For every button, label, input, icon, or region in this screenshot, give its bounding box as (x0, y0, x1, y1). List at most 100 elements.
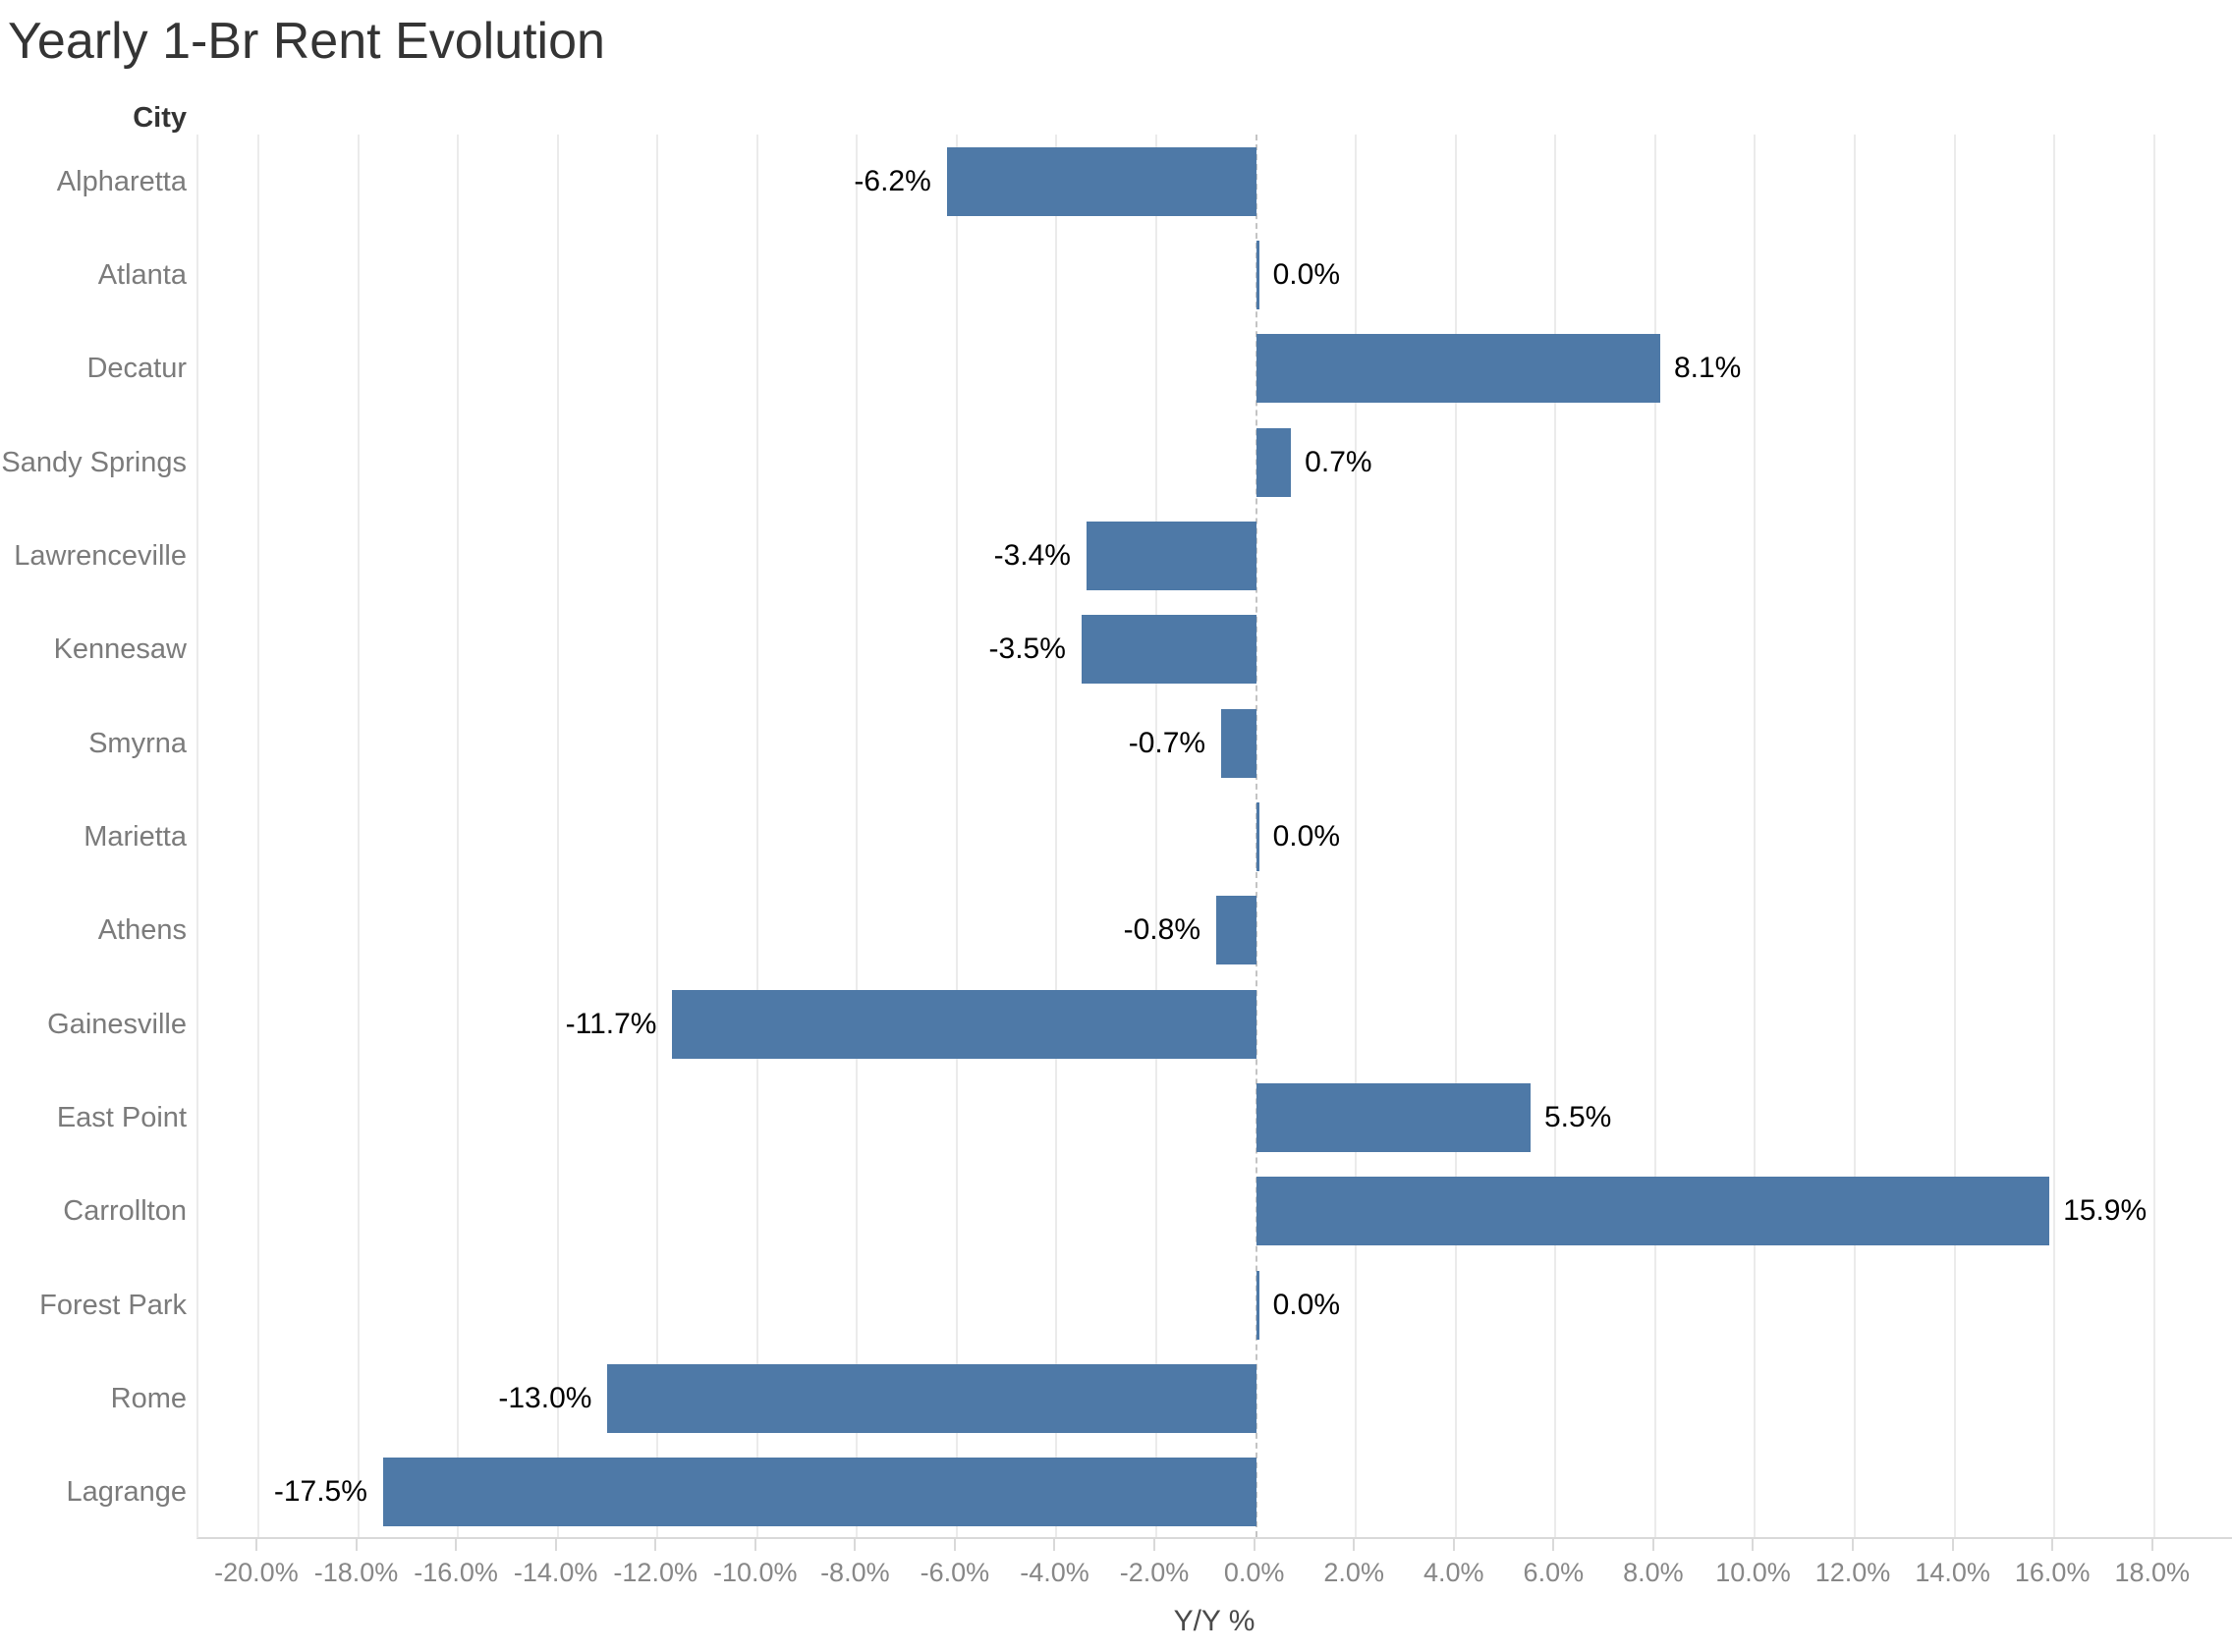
city-label-gainesville: Gainesville (47, 1008, 187, 1040)
x-tick-label: 4.0% (1423, 1558, 1484, 1587)
x-tick-label: 8.0% (1623, 1558, 1684, 1587)
gridline (1854, 135, 1857, 1537)
x-tick-label: -14.0% (513, 1558, 598, 1587)
bar-value-label: -0.8% (1123, 913, 1200, 947)
gridline (755, 135, 758, 1537)
bar-marietta[interactable] (1256, 802, 1259, 871)
bar-value-label: -13.0% (498, 1382, 592, 1414)
city-label-sandy-springs: Sandy Springs (1, 446, 187, 478)
bar-value-label: 0.0% (1272, 820, 1341, 853)
x-tick (953, 1539, 956, 1551)
gridline (556, 135, 559, 1537)
bar-rome[interactable] (607, 1364, 1256, 1433)
x-tick-label: -16.0% (414, 1558, 498, 1587)
city-label-decatur: Decatur (86, 353, 187, 385)
city-label-kennesaw: Kennesaw (53, 633, 187, 666)
x-tick-label: -10.0% (713, 1558, 798, 1587)
gridline (955, 135, 958, 1537)
city-label-smyrna: Smyrna (88, 727, 187, 759)
x-tick-label: -4.0% (1020, 1558, 1089, 1587)
x-tick (554, 1539, 557, 1551)
x-tick (1353, 1539, 1356, 1551)
bar-smyrna[interactable] (1221, 708, 1256, 778)
x-tick (455, 1539, 458, 1551)
x-tick-label: -8.0% (820, 1558, 890, 1587)
gridline (1653, 135, 1656, 1537)
bar-value-label: -17.5% (273, 1475, 367, 1509)
x-tick-label: -2.0% (1119, 1558, 1190, 1587)
bar-value-label: 0.0% (1272, 258, 1341, 291)
bar-kennesaw[interactable] (1081, 615, 1256, 685)
bar-gainesville[interactable] (672, 989, 1256, 1059)
x-tick (1752, 1539, 1755, 1551)
bar-value-label: 0.7% (1305, 445, 1372, 478)
gridline (1355, 135, 1358, 1537)
bar-east-point[interactable] (1256, 1083, 1531, 1152)
bar-lagrange[interactable] (382, 1458, 1256, 1527)
gridline (1953, 135, 1956, 1537)
bar-value-label: -11.7% (565, 1007, 657, 1040)
gridline (357, 135, 360, 1537)
bar-value-label: 0.0% (1272, 1288, 1341, 1321)
x-tick (2051, 1539, 2054, 1551)
city-label-lagrange: Lagrange (66, 1476, 187, 1509)
city-label-forest-park: Forest Park (39, 1289, 187, 1321)
bar-athens[interactable] (1216, 896, 1256, 965)
gridline (1155, 135, 1158, 1537)
x-tick (2150, 1539, 2153, 1551)
chart-title: Yearly 1-Br Rent Evolution (8, 13, 605, 70)
x-tick (1651, 1539, 1654, 1551)
bar-carrollton[interactable] (1256, 1177, 2050, 1246)
bar-decatur[interactable] (1256, 334, 1660, 404)
x-tick (1053, 1539, 1056, 1551)
x-tick-label: 18.0% (2114, 1558, 2191, 1587)
x-tick (654, 1539, 657, 1551)
x-tick (1552, 1539, 1555, 1551)
bar-value-label: 5.5% (1543, 1101, 1612, 1133)
bar-value-label: 8.1% (1673, 352, 1742, 385)
gridline (457, 135, 460, 1537)
x-tick-label: 16.0% (2014, 1558, 2091, 1587)
x-tick (753, 1539, 756, 1551)
gridline (1554, 135, 1557, 1537)
city-label-athens: Athens (97, 914, 187, 947)
bar-lawrenceville[interactable] (1086, 522, 1256, 590)
x-tick (1253, 1539, 1256, 1551)
gridline (1055, 135, 1058, 1537)
bar-sandy-springs[interactable] (1256, 427, 1292, 497)
plot-area: -6.2% 0.0% 8.1% 0.7% -3.4% -3.5% -0.7% 0.0% -0.8… (196, 135, 2232, 1539)
x-tick-label: -20.0% (214, 1558, 299, 1587)
bar-alpharetta[interactable] (946, 146, 1256, 216)
x-tick (854, 1539, 857, 1551)
city-label-marietta: Marietta (84, 821, 187, 853)
x-tick-label: -6.0% (920, 1558, 990, 1587)
x-tick-label: 12.0% (1814, 1558, 1891, 1587)
bar-value-label: 15.9% (2063, 1194, 2148, 1228)
x-tick (254, 1539, 257, 1551)
city-label-east-point: East Point (56, 1102, 187, 1133)
bar-value-label: -6.2% (854, 164, 931, 197)
city-label-carrollton: Carrollton (63, 1195, 187, 1228)
x-tick (1452, 1539, 1455, 1551)
x-axis-title: Y/Y % (1173, 1605, 1256, 1637)
bar-value-label: -3.4% (993, 539, 1071, 572)
gridline (2053, 135, 2056, 1537)
city-label-lawrenceville: Lawrenceville (14, 540, 187, 572)
city-label-atlanta: Atlanta (97, 259, 187, 291)
x-tick-label: 2.0% (1323, 1558, 1384, 1587)
x-tick-label: 6.0% (1523, 1558, 1585, 1587)
x-tick (1951, 1539, 1954, 1551)
bar-forest-park[interactable] (1256, 1270, 1259, 1340)
gridline (256, 135, 259, 1537)
gridline (2152, 135, 2155, 1537)
x-tick-label: -18.0% (313, 1558, 399, 1587)
x-tick (1153, 1539, 1156, 1551)
x-tick (355, 1539, 358, 1551)
gridline (656, 135, 659, 1537)
gridline (1754, 135, 1757, 1537)
bar-value-label: -3.5% (988, 633, 1066, 666)
bar-atlanta[interactable] (1256, 241, 1259, 309)
row-header-city: City (133, 102, 187, 134)
x-tick-label: 14.0% (1915, 1558, 1990, 1587)
